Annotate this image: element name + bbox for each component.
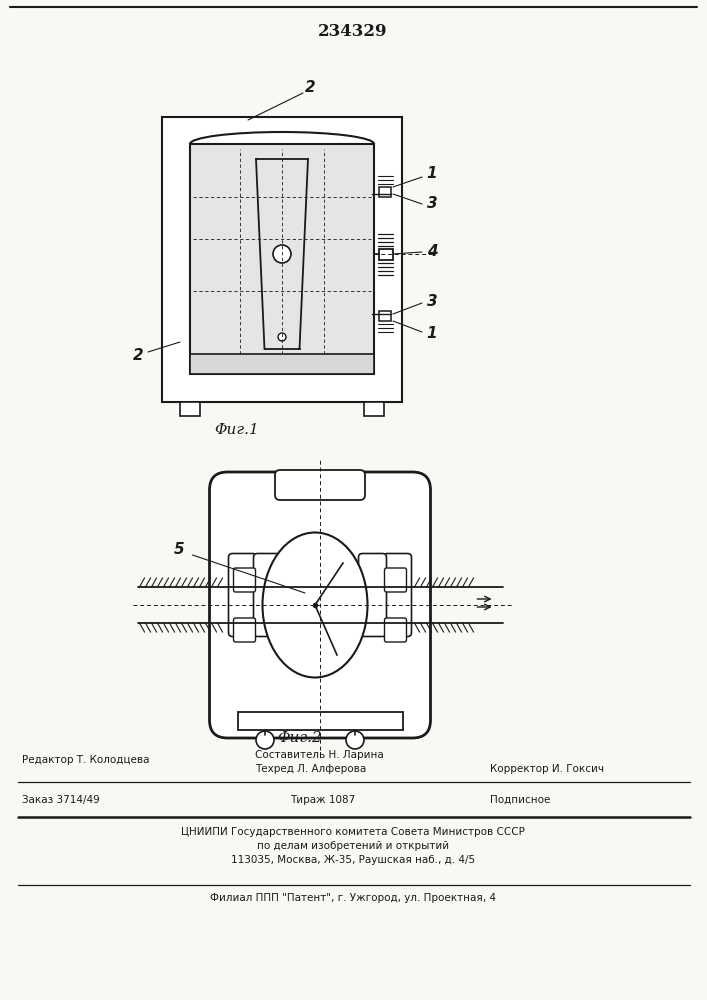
Text: Корректор И. Гоксич: Корректор И. Гоксич [490,764,604,774]
FancyBboxPatch shape [358,554,387,637]
Text: Техред Л. Алферова: Техред Л. Алферова [255,764,366,774]
FancyBboxPatch shape [385,618,407,642]
Text: Φиг.1: Φиг.1 [215,423,259,437]
Bar [379,248,393,259]
Text: Редактор Т. Колодцева: Редактор Т. Колодцева [22,755,149,765]
Bar [180,402,200,416]
Text: по делам изобретений и открытий: по делам изобретений и открытий [257,841,449,851]
Bar [162,117,402,402]
FancyBboxPatch shape [275,470,365,500]
Text: 1: 1 [427,326,438,342]
Text: Составитель Н. Ларина: Составитель Н. Ларина [255,750,384,760]
FancyBboxPatch shape [385,568,407,592]
Ellipse shape [262,532,368,678]
Circle shape [346,731,364,749]
FancyBboxPatch shape [209,472,431,738]
Circle shape [273,245,291,263]
FancyBboxPatch shape [228,554,257,637]
FancyBboxPatch shape [233,618,255,642]
Text: 3: 3 [427,196,438,212]
FancyBboxPatch shape [233,568,255,592]
Bar [364,402,384,416]
Circle shape [256,731,274,749]
FancyBboxPatch shape [254,554,281,637]
Text: 5: 5 [174,542,185,558]
Text: 113035, Москва, Ж-35, Раушская наб., д. 4/5: 113035, Москва, Ж-35, Раушская наб., д. … [231,855,475,865]
Text: Филиал ППП "Патент", г. Ужгород, ул. Проектная, 4: Филиал ППП "Патент", г. Ужгород, ул. Про… [210,893,496,903]
FancyBboxPatch shape [383,554,411,637]
Text: 4: 4 [427,244,438,259]
Text: Φиг.2: Φиг.2 [278,731,322,745]
Bar [379,311,391,321]
Text: Заказ 3714/49: Заказ 3714/49 [22,795,100,805]
Bar [238,712,402,730]
Text: Подписное: Подписное [490,795,550,805]
Bar [379,187,391,197]
Text: 2: 2 [133,348,144,362]
Bar [190,144,374,374]
Text: 234329: 234329 [318,23,387,40]
Text: 1: 1 [427,166,438,182]
Text: 3: 3 [427,294,438,308]
Text: Тираж 1087: Тираж 1087 [290,795,355,805]
Text: ЦНИИПИ Государственного комитета Совета Министров СССР: ЦНИИПИ Государственного комитета Совета … [181,827,525,837]
Circle shape [278,333,286,341]
Text: 2: 2 [305,81,315,96]
Bar [190,354,374,374]
